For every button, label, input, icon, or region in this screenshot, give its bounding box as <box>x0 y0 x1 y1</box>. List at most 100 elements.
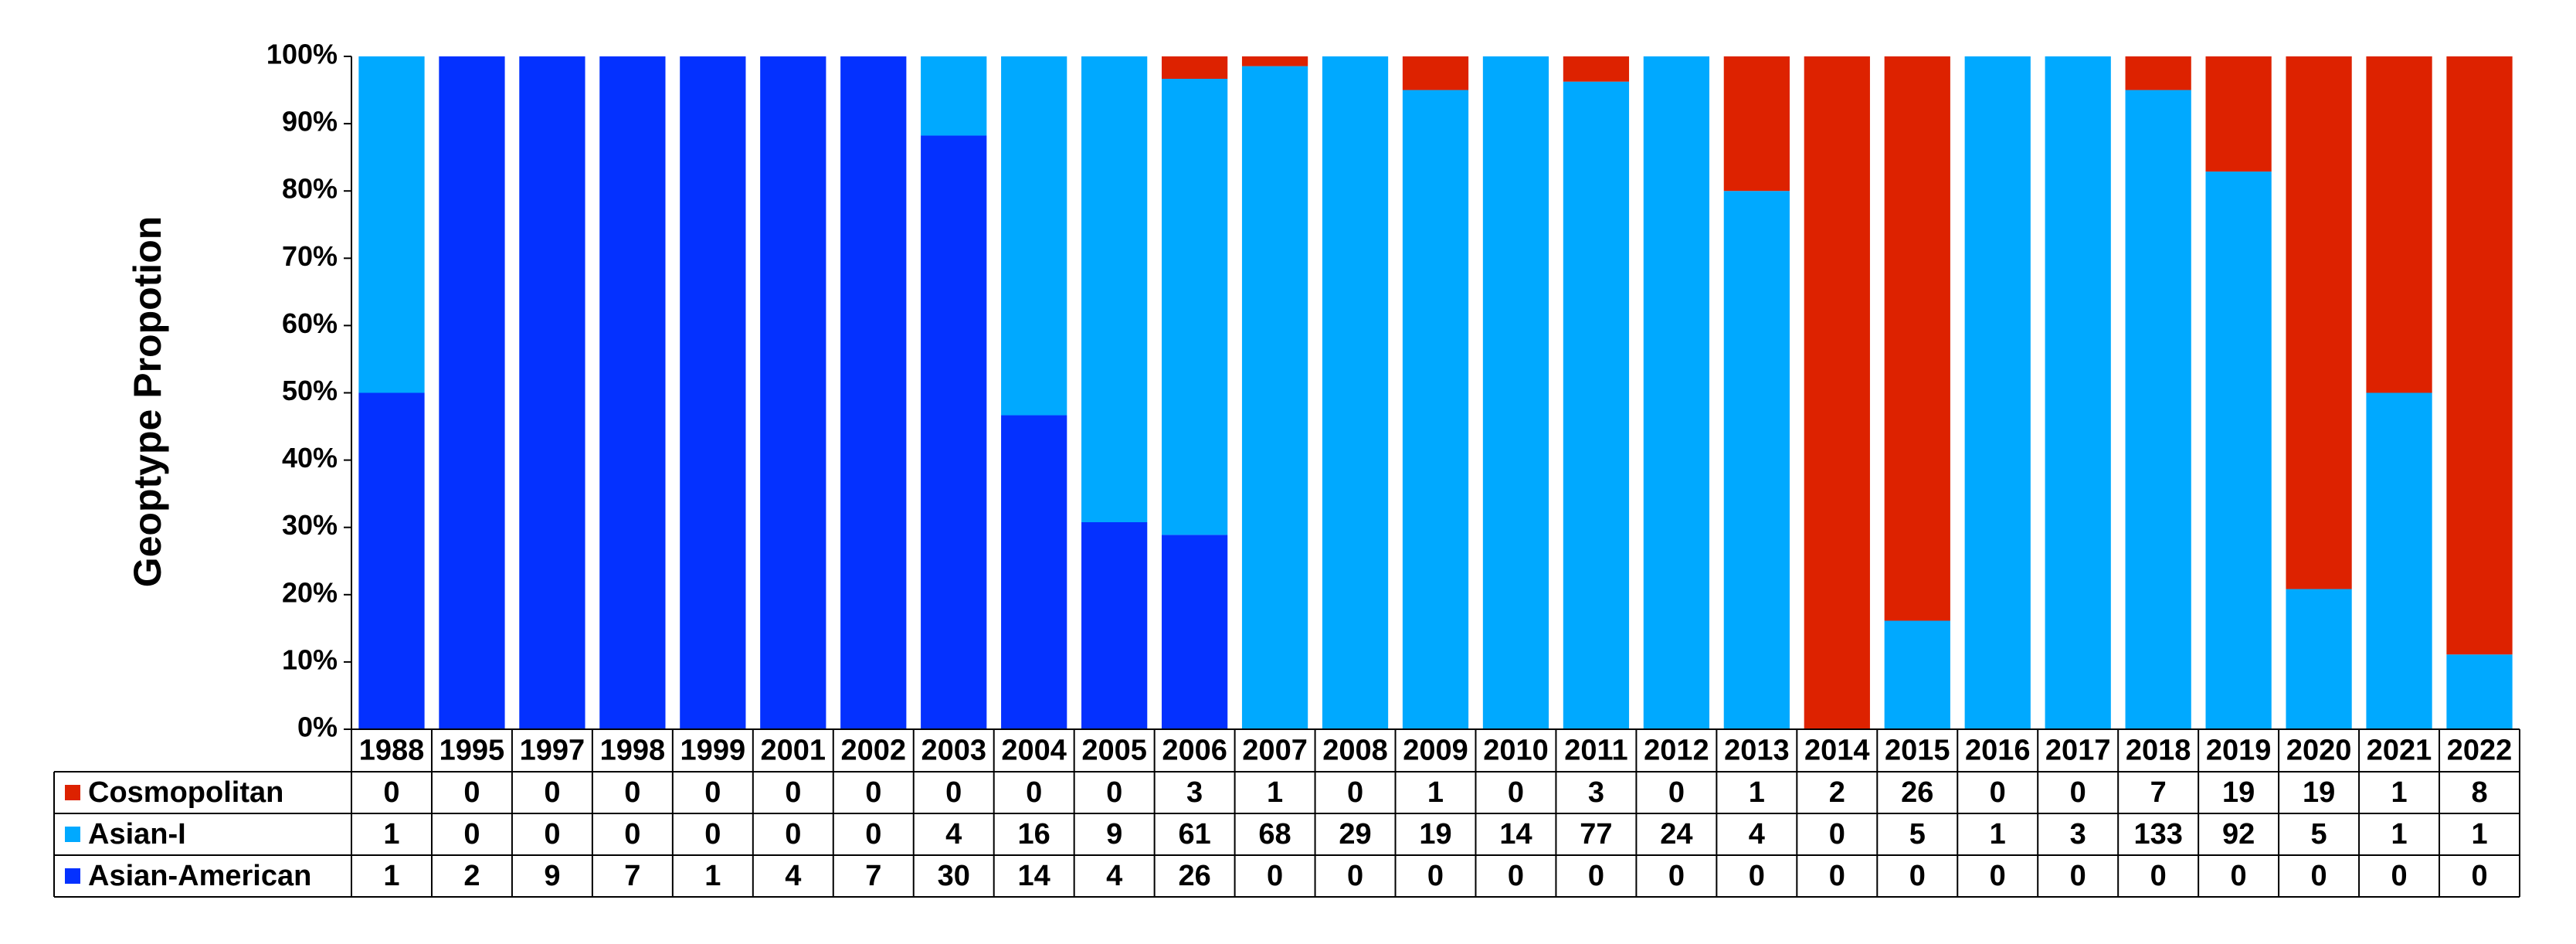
data-label: 4 <box>945 818 962 851</box>
data-label: 0 <box>1106 776 1122 809</box>
bar-segment-asian-i <box>1241 66 1308 730</box>
x-tick-label: 2014 <box>1804 735 1870 767</box>
data-label: 0 <box>1508 776 1524 809</box>
data-label: 1 <box>704 860 721 892</box>
data-label: 3 <box>2070 818 2086 851</box>
data-label: 14 <box>1018 860 1050 892</box>
data-label: 3 <box>1186 776 1203 809</box>
y-tick-label: 60% <box>282 307 338 339</box>
data-label: 0 <box>1990 776 2006 809</box>
x-tick-label: 2002 <box>840 735 906 767</box>
bar-segment-asian-american <box>1161 535 1228 729</box>
bar-segment-asian-american <box>840 56 907 729</box>
bar-segment-asian-i <box>1161 79 1228 535</box>
data-label: 0 <box>2471 860 2487 892</box>
y-tick-label: 20% <box>282 576 338 608</box>
data-label: 1 <box>1427 776 1444 809</box>
data-label: 133 <box>2133 818 2182 851</box>
data-label: 5 <box>2311 818 2327 851</box>
data-label: 7 <box>2150 776 2167 809</box>
data-label: 0 <box>463 818 480 851</box>
bar-segment-asian-american <box>760 56 826 729</box>
data-label: 0 <box>1588 860 1604 892</box>
x-tick-label: 2019 <box>2206 735 2272 767</box>
x-tick-label: 2005 <box>1081 735 1147 767</box>
bar-segment-asian-i <box>2125 90 2191 730</box>
data-label: 0 <box>1668 776 1685 809</box>
x-tick-label: 2001 <box>761 735 826 767</box>
y-tick-label: 0% <box>297 711 338 743</box>
data-label: 26 <box>1901 776 1933 809</box>
data-label: 0 <box>2070 860 2086 892</box>
data-label: 1 <box>2391 818 2407 851</box>
bar-segment-asian-american <box>1001 415 1067 729</box>
x-tick-label: 2021 <box>2367 735 2432 767</box>
data-label: 0 <box>1026 776 1042 809</box>
data-label: 0 <box>1427 860 1444 892</box>
x-tick-label: 2022 <box>2447 735 2513 767</box>
y-tick-label: 30% <box>282 509 338 541</box>
data-label: 0 <box>1267 860 1283 892</box>
data-label: 9 <box>544 860 560 892</box>
y-tick-label: 10% <box>282 643 338 675</box>
data-label: 0 <box>1508 860 1524 892</box>
legend-swatch <box>65 785 80 800</box>
data-label: 0 <box>1347 860 1363 892</box>
bar-segment-asian-i <box>358 56 425 393</box>
bar-segment-cosmopolitan <box>2366 56 2432 393</box>
data-label: 14 <box>1499 818 1532 851</box>
bar-segment-cosmopolitan <box>2446 56 2513 655</box>
data-label: 19 <box>2222 776 2255 809</box>
bar-segment-asian-i <box>1001 56 1067 416</box>
data-label: 0 <box>2311 860 2327 892</box>
bar-segment-asian-i <box>1884 620 1950 729</box>
data-label: 0 <box>2391 860 2407 892</box>
y-axis-label-group: Geoptype Propotion <box>126 216 169 588</box>
data-label: 24 <box>1660 818 1692 851</box>
data-label: 0 <box>463 776 480 809</box>
x-tick-label: 2007 <box>1242 735 1308 767</box>
data-label: 1 <box>2391 776 2407 809</box>
data-label: 4 <box>1749 818 1765 851</box>
data-label: 19 <box>2303 776 2335 809</box>
bar-segment-asian-american <box>599 56 666 729</box>
legend-label: Asian-I <box>88 818 186 851</box>
data-label: 4 <box>1106 860 1122 892</box>
data-label: 7 <box>865 860 881 892</box>
x-tick-label: 2004 <box>1001 735 1067 767</box>
legend-label: Cosmopolitan <box>88 776 283 809</box>
x-tick-label: 2013 <box>1724 735 1790 767</box>
bar-segment-cosmopolitan <box>2125 56 2191 90</box>
y-axis-label: Geoptype Propotion <box>126 216 169 588</box>
bar-segment-asian-i <box>1322 56 1389 729</box>
bar-segment-asian-i <box>1482 56 1549 729</box>
data-label: 0 <box>945 776 962 809</box>
data-label: 0 <box>1909 860 1926 892</box>
data-label: 0 <box>2070 776 2086 809</box>
bar-segment-asian-american <box>1081 522 1148 729</box>
bar-segment-cosmopolitan <box>1241 56 1308 66</box>
legend-swatch <box>65 827 80 842</box>
data-label: 0 <box>1668 860 1685 892</box>
data-label: 7 <box>624 860 640 892</box>
data-label: 2 <box>463 860 480 892</box>
data-label: 1 <box>383 818 399 851</box>
data-label: 68 <box>1258 818 1291 851</box>
x-tick-label: 2020 <box>2286 735 2352 767</box>
data-label: 0 <box>704 776 721 809</box>
bar-segment-asian-i <box>1643 56 1710 729</box>
data-label: 0 <box>865 818 881 851</box>
data-label: 0 <box>1990 860 2006 892</box>
data-label: 0 <box>2231 860 2247 892</box>
x-tick-label: 2015 <box>1885 735 1950 767</box>
x-tick-label: 2012 <box>1644 735 1709 767</box>
bar-segment-asian-i <box>1563 81 1630 730</box>
x-tick-label: 2016 <box>1965 735 2031 767</box>
x-tick-label: 1988 <box>359 735 425 767</box>
x-tick-label: 2017 <box>2045 735 2111 767</box>
data-label: 26 <box>1178 860 1210 892</box>
bar-segment-asian-i <box>2205 171 2272 729</box>
x-tick-label: 2008 <box>1322 735 1388 767</box>
y-axis-ticks: 0% 10% 20% 30% 40% 50% 60% 70% 80% 90% 100% <box>266 39 351 743</box>
y-tick-label: 100% <box>266 39 338 70</box>
